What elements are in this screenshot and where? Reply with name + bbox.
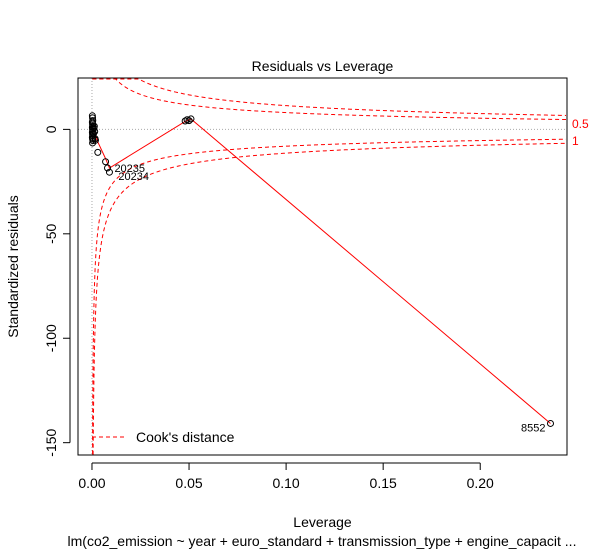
data-point (185, 117, 193, 125)
axes: 0.00 0.05 0.10 0.15 0.20 0 -50 -100 -150 (43, 125, 494, 491)
legend: Cook's distance (92, 429, 235, 445)
data-points (88, 112, 554, 427)
cook-curve-1-upper (92, 78, 567, 116)
cook-level-label: 0.5 (572, 117, 589, 131)
data-point (94, 148, 102, 156)
data-point (105, 168, 113, 176)
cook-curve-1-lower (92, 142, 567, 455)
data-point (104, 164, 112, 172)
data-point (90, 122, 98, 130)
cook-level-label: 1 (572, 134, 579, 148)
plot-frame (77, 77, 568, 456)
point-label: 20234 (118, 171, 149, 183)
x-tick-label: 0.15 (370, 475, 397, 491)
reference-lines (78, 78, 567, 455)
y-tick-label: -150 (43, 428, 59, 456)
data-point (91, 136, 99, 144)
smoother-path (91, 118, 551, 424)
x-tick-label: 0.10 (272, 475, 299, 491)
chart-title: Residuals vs Leverage (252, 58, 394, 74)
point-label: 20235 (114, 163, 145, 175)
data-point (102, 158, 110, 166)
x-axis-label: Leverage (293, 514, 352, 530)
cook-curve-0-5-upper (92, 78, 567, 121)
y-tick-label: 0 (43, 125, 59, 133)
data-point (187, 115, 195, 123)
smoother-line (91, 118, 551, 424)
x-tick-label: 0.20 (467, 475, 494, 491)
y-tick-label: -50 (43, 223, 59, 243)
x-tick-label: 0.00 (78, 475, 105, 491)
cook-distance-curves (92, 78, 567, 455)
y-tick-label: -100 (43, 324, 59, 352)
model-formula: lm(co2_emission ~ year + euro_standard +… (68, 533, 577, 549)
data-point (91, 127, 99, 135)
legend-label: Cook's distance (136, 429, 235, 445)
cook-level-labels: 0.51 (572, 117, 589, 148)
cook-curve-0-5-lower (92, 138, 567, 455)
y-axis-label: Standardized residuals (5, 195, 21, 337)
point-label: 8552 (521, 422, 545, 434)
data-point (546, 419, 554, 427)
data-point (181, 117, 189, 125)
x-tick-label: 0.05 (175, 475, 202, 491)
